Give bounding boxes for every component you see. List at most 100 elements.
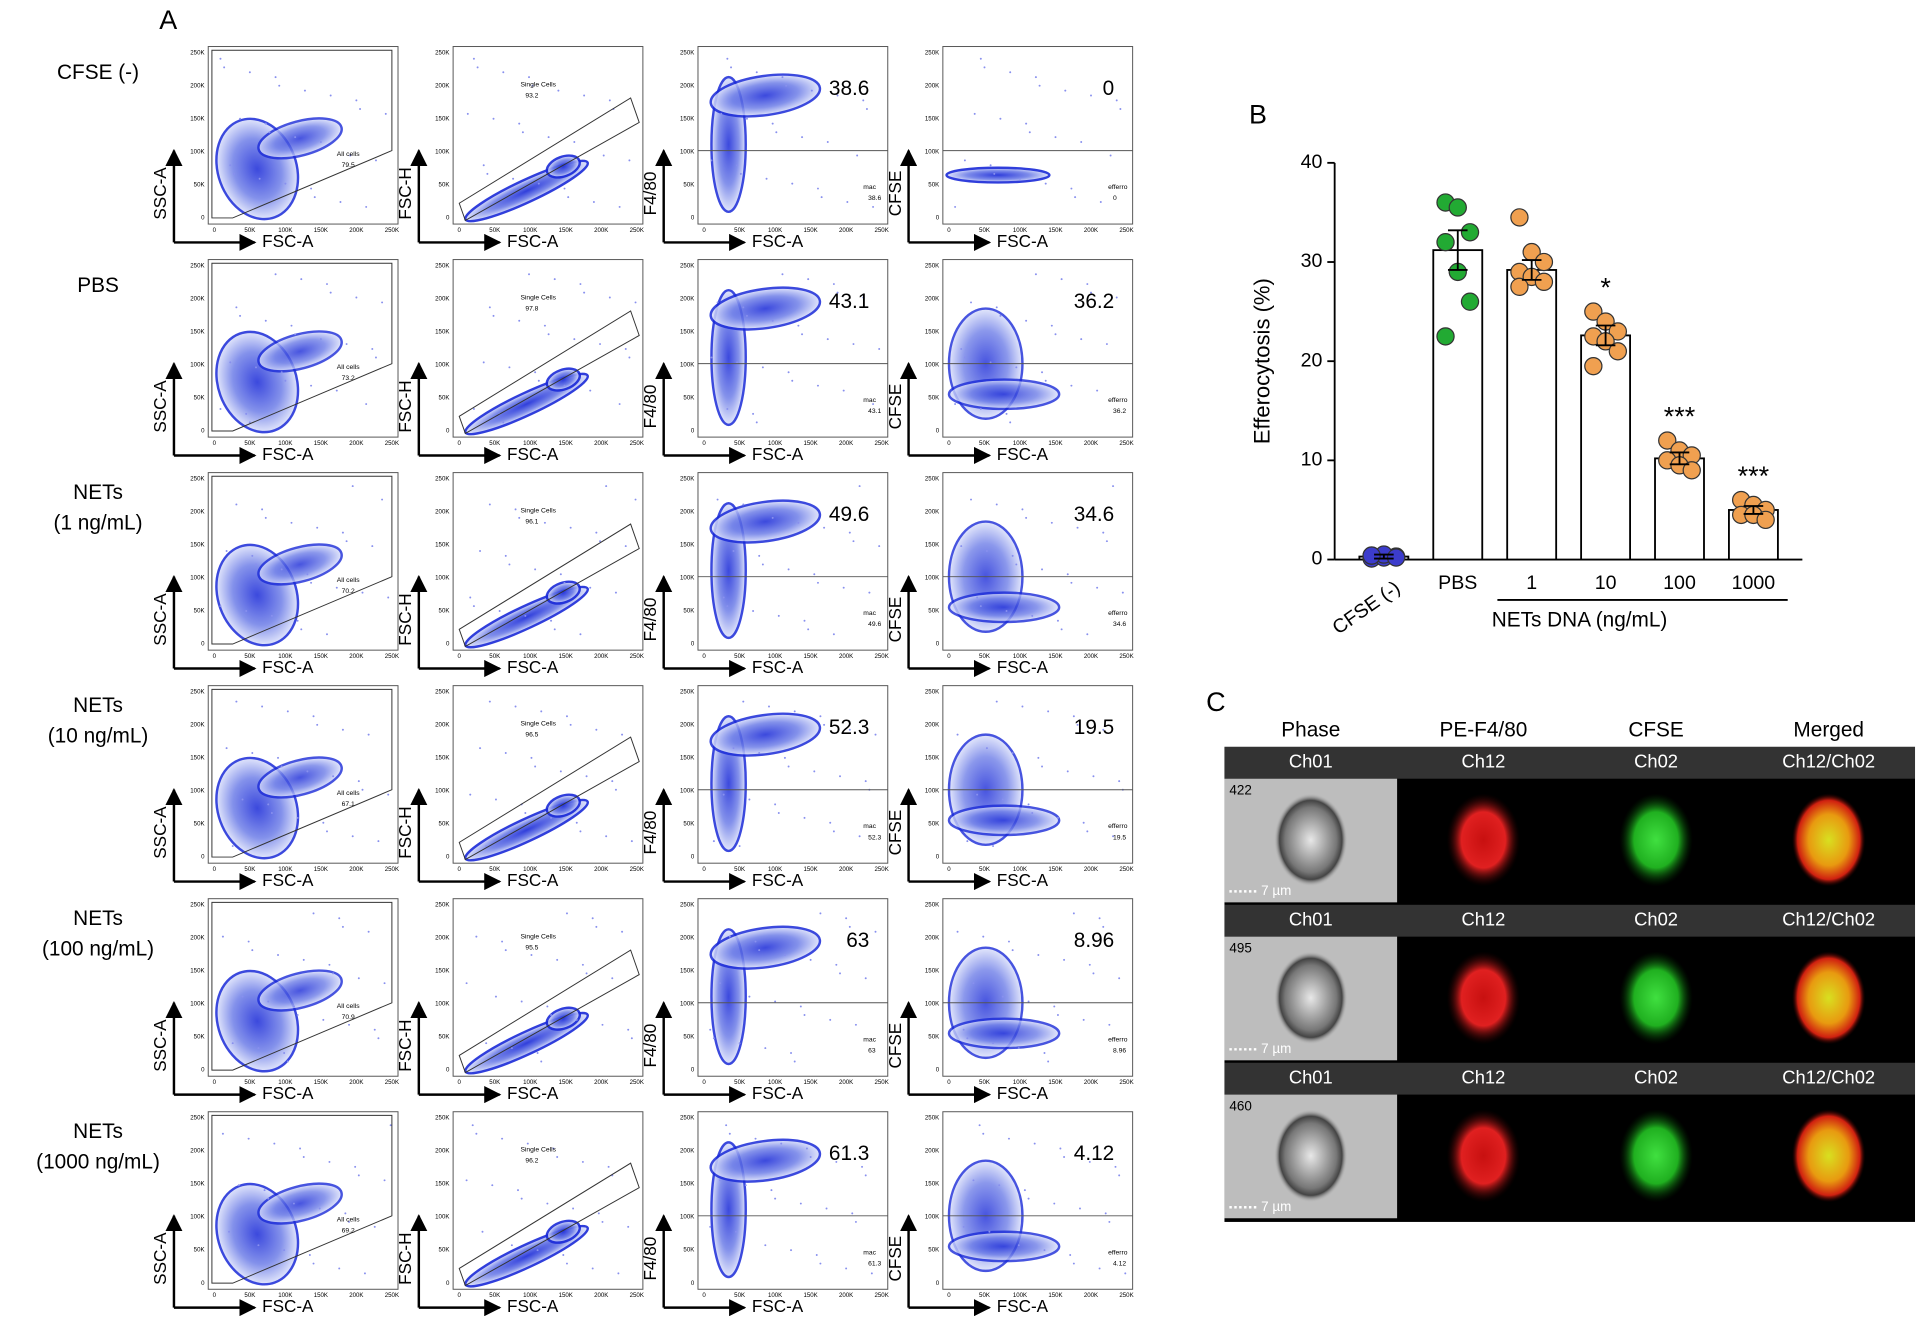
event-dot <box>774 1197 777 1200</box>
y-tick-label: 250K <box>680 49 694 56</box>
x-tick-label: 150K <box>559 227 573 234</box>
gate-name: All cells <box>337 1216 360 1223</box>
x-tick-label: 100K <box>768 653 782 660</box>
event-dot <box>730 66 733 69</box>
x-tick-label: 200K <box>839 440 853 447</box>
event-dot <box>607 1165 610 1168</box>
event-dot <box>278 84 281 87</box>
y-tick-label: 0 <box>446 641 450 648</box>
x-tick-label: 250K <box>630 440 644 447</box>
event-dot <box>355 99 358 102</box>
scale-label: 7 µm <box>1261 1041 1291 1056</box>
event-dot <box>264 319 267 322</box>
y-tick-label: 150K <box>925 328 939 335</box>
x-tick-label: 250K <box>385 440 399 447</box>
density-contour <box>709 286 822 331</box>
y-tick-label: 100K <box>190 1214 204 1221</box>
event-dot <box>1053 1005 1056 1008</box>
event-dot <box>296 619 299 622</box>
event-dot <box>621 930 624 933</box>
flow-plot: 0 0 50K 50K 100K 100K 150K 150K 200K 200K 250K 250K… <box>395 259 644 465</box>
event-dot <box>286 710 289 713</box>
y-tick-label: 250K <box>680 901 694 908</box>
channel-bar <box>1224 904 1916 937</box>
event-dot <box>219 57 222 60</box>
event-dot <box>313 196 316 199</box>
gate-percentage: 19.5 <box>1074 716 1114 739</box>
y-tick-label: 50K <box>928 181 939 188</box>
row-label: (100 ng/mL) <box>42 938 154 961</box>
event-dot <box>239 117 242 120</box>
event-dot <box>357 780 360 783</box>
x-axis-label: FSC-A <box>997 231 1049 251</box>
x-tick-label: 100K <box>1013 1079 1027 1086</box>
x-axis-label: FSC-A <box>262 444 314 464</box>
event-dot <box>492 117 495 120</box>
density-contour <box>947 591 1061 624</box>
y-tick-label: 100K <box>435 361 449 368</box>
x-tick-label: PBS <box>1438 572 1477 594</box>
event-dot <box>1027 1000 1030 1003</box>
y-tick-label: 30 <box>1301 250 1323 272</box>
y-axis-label: FSC-H <box>395 380 415 432</box>
event-dot <box>524 812 527 814</box>
event-dot <box>543 521 546 524</box>
y-tick-label: 200K <box>435 934 449 941</box>
event-dot <box>263 1189 266 1192</box>
y-tick-label: 150K <box>925 115 939 122</box>
x-tick-label: 100 <box>1663 572 1696 594</box>
gate-value: 8.96 <box>1113 1047 1126 1054</box>
x-tick-label: 150K <box>559 1079 573 1086</box>
event-dot <box>341 531 344 534</box>
x-axis-label: FSC-A <box>262 231 314 251</box>
event-dot <box>1119 107 1122 110</box>
x-tick-label: 150K <box>1048 653 1062 660</box>
event-dot <box>748 995 751 998</box>
gate-value: 52.3 <box>868 834 881 841</box>
y-axis-label: FSC-H <box>395 806 415 858</box>
cell-image <box>1446 793 1521 887</box>
event-dot <box>797 324 800 327</box>
event-dot <box>371 347 374 350</box>
x-axis-label: FSC-A <box>507 657 559 677</box>
flow-plot: 0 0 50K 50K 100K 100K 150K 150K 200K 200K 250K 250K… <box>395 685 644 891</box>
x-tick-label: 150K <box>803 866 817 873</box>
event-dot <box>1102 531 1105 534</box>
x-tick-label: 150K <box>803 653 817 660</box>
x-tick-label: 50K <box>489 227 500 234</box>
event-dot <box>1005 412 1008 415</box>
event-dot <box>597 1212 600 1215</box>
event-dot <box>748 798 751 801</box>
event-dot <box>365 403 368 406</box>
event-dot <box>267 1197 270 1200</box>
event-dot <box>742 700 745 703</box>
event-dot <box>292 1005 295 1008</box>
event-dot <box>592 201 595 204</box>
y-tick-label: 0 <box>201 641 205 648</box>
column-header: CFSE <box>1628 718 1683 741</box>
x-tick-label: 150K <box>559 1292 573 1299</box>
event-dot <box>726 407 729 410</box>
y-tick-label: 200K <box>680 295 694 302</box>
x-tick-label: 150K <box>314 440 328 447</box>
y-tick-label: 150K <box>925 541 939 548</box>
cell-image <box>1619 1109 1693 1203</box>
y-tick-label: 150K <box>190 754 204 761</box>
x-tick-label: 50K <box>734 227 745 234</box>
x-tick-label: 50K <box>244 1292 255 1299</box>
data-point <box>1658 431 1677 450</box>
data-point <box>1608 342 1628 361</box>
event-dot <box>221 1132 224 1135</box>
event-dot <box>1001 798 1004 801</box>
event-dot <box>1021 705 1024 708</box>
event-dot <box>302 1156 305 1159</box>
x-tick-label: 250K <box>1119 1292 1133 1299</box>
x-tick-label: 50K <box>489 866 500 873</box>
event-dot <box>874 733 877 736</box>
x-axis-label: FSC-A <box>997 657 1049 677</box>
event-dot <box>725 1124 728 1127</box>
data-point <box>1534 272 1554 292</box>
channel-label: Ch12/Ch02 <box>1782 909 1875 930</box>
x-tick-label: 250K <box>874 440 888 447</box>
event-dot <box>801 333 804 336</box>
